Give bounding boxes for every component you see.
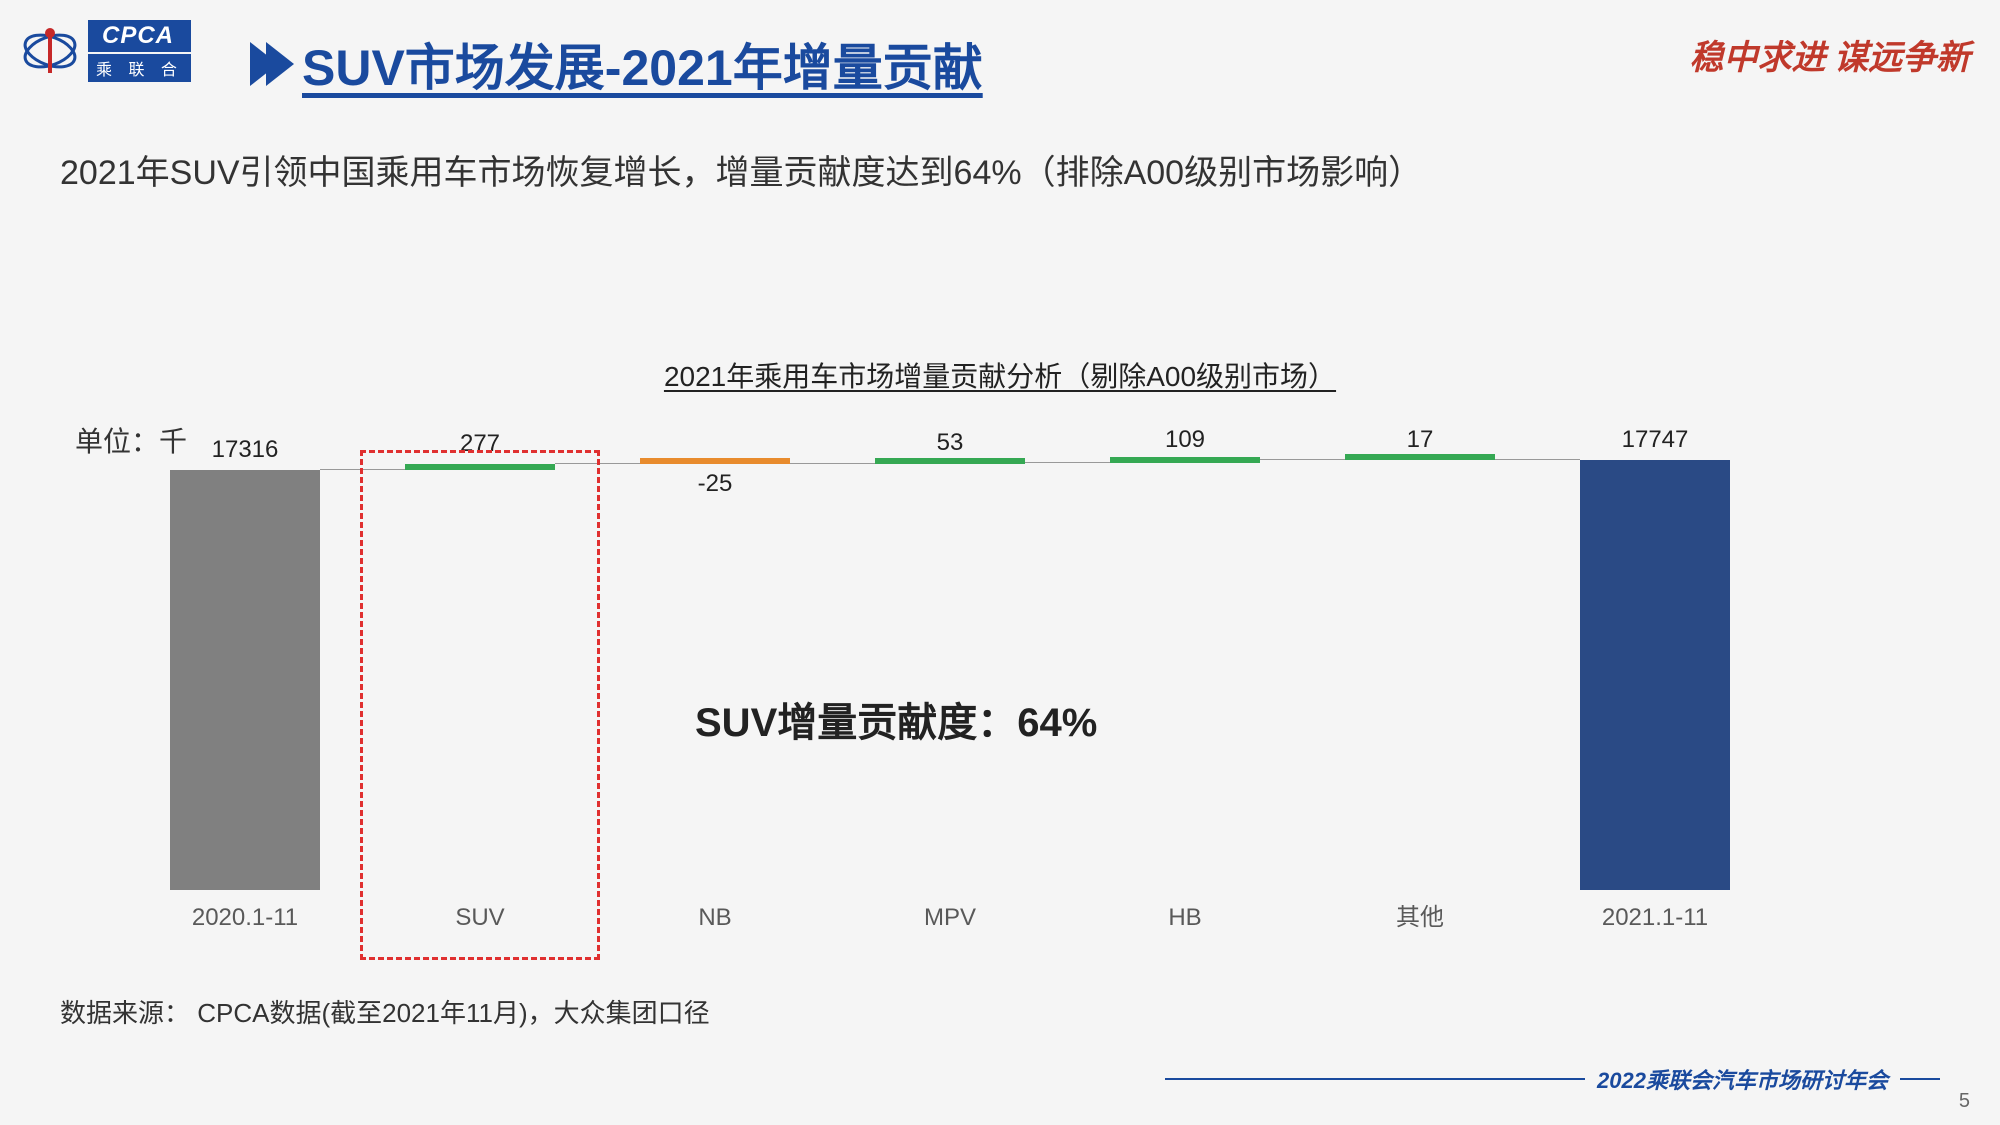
waterfall-bar — [640, 458, 790, 464]
footer-text: 2022乘联会汽车市场研讨年会 — [1597, 1063, 1888, 1095]
waterfall-bar — [1580, 460, 1730, 890]
tagline: 稳中求进 谋远争新 — [1690, 30, 1971, 79]
bar-value-label: -25 — [615, 470, 815, 498]
category-label: MPV — [850, 904, 1050, 932]
waterfall-bar — [170, 470, 320, 890]
connector-line — [790, 463, 875, 464]
footer-line — [1900, 1078, 1940, 1080]
category-label: NB — [615, 904, 815, 932]
footer-line — [1165, 1078, 1585, 1080]
bar-value-label: 17 — [1320, 426, 1520, 454]
bar-value-label: 53 — [850, 429, 1050, 457]
subtitle: 2021年SUV引领中国乘用车市场恢复增长，增量贡献度达到64%（排除A00级别… — [60, 145, 1422, 194]
waterfall-bar — [875, 458, 1025, 464]
page-number: 5 — [1959, 1090, 1970, 1113]
waterfall-chart: 173162020.1-11277SUV-25NB53MPV109HB17其他1… — [170, 450, 1840, 890]
logo: CPCA 乘 联 合 — [20, 20, 191, 82]
logo-cn: 乘 联 合 — [88, 54, 191, 82]
highlight-box — [360, 450, 600, 960]
waterfall-bar — [1110, 457, 1260, 463]
cpca-logo-icon — [20, 21, 80, 81]
category-label: 2020.1-11 — [145, 904, 345, 932]
connector-line — [1025, 462, 1110, 463]
chart-title: 2021年乘用车市场增量贡献分析（剔除A00级别市场） — [0, 355, 2000, 395]
bar-value-label: 109 — [1085, 426, 1285, 454]
waterfall-bar — [1345, 454, 1495, 460]
category-label: 2021.1-11 — [1555, 904, 1755, 932]
connector-line — [1260, 459, 1345, 460]
chart-annotation: SUV增量贡献度：64% — [695, 690, 1097, 748]
data-source: 数据来源： CPCA数据(截至2021年11月)，大众集团口径 — [60, 993, 710, 1030]
chevron-icon — [250, 42, 282, 86]
page-title: SUV市场发展-2021年增量贡献 — [302, 28, 983, 100]
category-label: 其他 — [1320, 897, 1520, 932]
bar-value-label: 17747 — [1555, 426, 1755, 454]
title-row: SUV市场发展-2021年增量贡献 — [250, 28, 983, 100]
logo-abbrev: CPCA — [88, 20, 191, 52]
bar-value-label: 17316 — [145, 436, 345, 464]
category-label: HB — [1085, 904, 1285, 932]
connector-line — [1495, 459, 1580, 460]
footer: 2022乘联会汽车市场研讨年会 — [1165, 1063, 1940, 1095]
